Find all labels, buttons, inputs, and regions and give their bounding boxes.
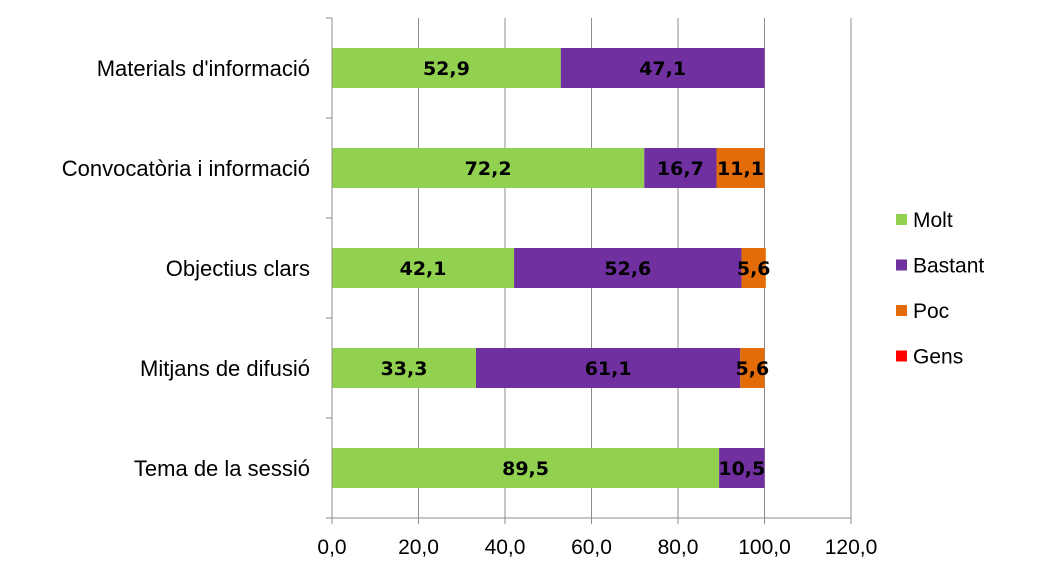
data-label: 5,6 <box>736 358 770 380</box>
bar-poc-mitjans-de-difusio <box>740 348 765 388</box>
bar-molt-convocatoria-i-informacio <box>332 148 645 188</box>
legend-item-gens[interactable]: Gens <box>896 346 963 369</box>
category-label: Tema de la sessió <box>134 456 310 481</box>
category-label: Convocatòria i informació <box>62 156 310 181</box>
bar-molt-objectius-clars <box>332 248 515 288</box>
data-label: 16,7 <box>657 158 704 180</box>
data-label: 33,3 <box>381 358 428 380</box>
bar-molt-materials-d-informacio <box>332 48 561 88</box>
legend-label-poc: Poc <box>913 300 949 323</box>
legend-swatch-gens <box>896 350 907 362</box>
category-label: Objectius clars <box>166 256 310 281</box>
x-tick-label: 40,0 <box>485 536 526 559</box>
bar-bastant-mitjans-de-difusio <box>476 348 741 388</box>
legend[interactable]: Molt Bastant Poc Gens <box>896 209 984 369</box>
x-tick-label: 100,0 <box>738 536 791 559</box>
legend-label-gens: Gens <box>913 346 963 369</box>
data-label: 61,1 <box>585 358 632 380</box>
bar-molt-tema-de-la-sessio <box>332 448 720 488</box>
data-label: 5,6 <box>737 258 771 280</box>
bar-poc-convocatoria-i-informacio <box>716 148 765 188</box>
axes: 0,0 20,0 40,0 60,0 80,0 100,0 120,0 Materials d… <box>62 17 878 559</box>
data-label: 72,2 <box>465 158 512 180</box>
bar-bastant-convocatoria-i-informacio <box>644 148 717 188</box>
bar-bastant-objectius-clars <box>514 248 742 288</box>
x-tick-label: 20,0 <box>398 536 439 559</box>
data-label: 10,5 <box>718 458 765 480</box>
legend-label-bastant: Bastant <box>913 255 984 278</box>
x-tick-label: 120,0 <box>825 536 878 559</box>
legend-swatch-poc <box>896 305 907 316</box>
legend-swatch-bastant <box>896 259 907 271</box>
bar-molt-mitjans-de-difusio <box>332 348 477 388</box>
data-label: 52,9 <box>423 58 470 80</box>
data-label: 42,1 <box>400 258 447 280</box>
legend-label-molt: Molt <box>913 209 953 232</box>
x-tick-label: 0,0 <box>317 536 346 559</box>
legend-item-molt[interactable]: Molt <box>896 209 953 232</box>
data-label: 52,6 <box>604 258 651 280</box>
x-tick-label: 60,0 <box>571 536 612 559</box>
x-tick-label: 80,0 <box>658 536 699 559</box>
bar-poc-objectius-clars <box>741 248 766 288</box>
bar-bastant-tema-de-la-sessio <box>719 448 765 488</box>
data-label: 47,1 <box>639 58 686 80</box>
category-label: Materials d'informació <box>97 56 310 81</box>
data-label: 89,5 <box>502 458 549 480</box>
bar-bastant-materials-d-informacio <box>560 48 765 88</box>
data-label: 11,1 <box>717 158 764 180</box>
bars: 52,9 47,1 72,2 16,7 11,1 42,1 52,6 5,6 33,3 61,1 5… <box>332 48 771 488</box>
legend-swatch-molt <box>896 214 907 225</box>
legend-item-poc[interactable]: Poc <box>896 300 949 323</box>
legend-item-bastant[interactable]: Bastant <box>896 255 984 278</box>
category-label: Mitjans de difusió <box>140 356 310 381</box>
